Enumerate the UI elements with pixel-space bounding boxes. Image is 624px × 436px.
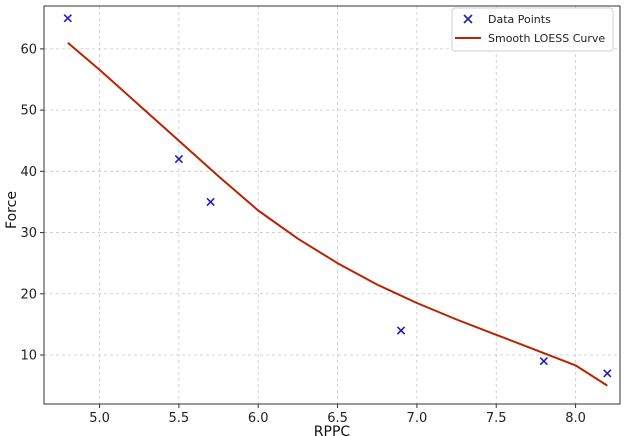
legend-label-loess-curve: Smooth LOESS Curve xyxy=(488,32,605,45)
data-point xyxy=(63,14,72,23)
y-tick-label: 30 xyxy=(20,226,37,241)
series-points xyxy=(63,14,612,378)
data-point xyxy=(206,197,215,207)
data-point xyxy=(539,356,549,366)
data-point xyxy=(396,326,406,335)
y-tick-label: 40 xyxy=(20,165,37,180)
series-lines xyxy=(67,41,608,387)
y-tick-label: 50 xyxy=(20,104,37,119)
y-tick-label: 10 xyxy=(20,349,37,364)
legend-marker-data-points xyxy=(463,14,473,24)
legend: Data Points Smooth LOESS Curve xyxy=(451,7,614,52)
x-tick-label: 6.5 xyxy=(327,411,348,426)
y-axis-title: Force xyxy=(4,191,20,229)
x-tick-label: 7.0 xyxy=(407,411,428,426)
legend-box xyxy=(451,7,614,52)
x-tick-label: 5.0 xyxy=(89,411,110,426)
loess-curve-line xyxy=(67,41,608,387)
y-tick-label: 60 xyxy=(20,42,37,57)
grid xyxy=(44,6,620,404)
plot-frame xyxy=(43,5,621,405)
x-tick-label: 7.5 xyxy=(486,411,507,426)
x-axis-title: RPPC xyxy=(314,424,351,436)
y-tick-label: 20 xyxy=(20,287,37,302)
data-point xyxy=(174,154,184,164)
x-tick-label: 8.0 xyxy=(565,411,586,426)
x-tick-label: 5.5 xyxy=(169,411,190,426)
legend-label-data-points: Data Points xyxy=(488,13,551,26)
data-point xyxy=(603,369,612,378)
x-tick-label: 6.0 xyxy=(248,411,269,426)
axis-ticks: 5.0 5.5 6.0 6.5 7.0 7.5 8.0 10 20 30 40 50 60 xyxy=(20,42,585,426)
